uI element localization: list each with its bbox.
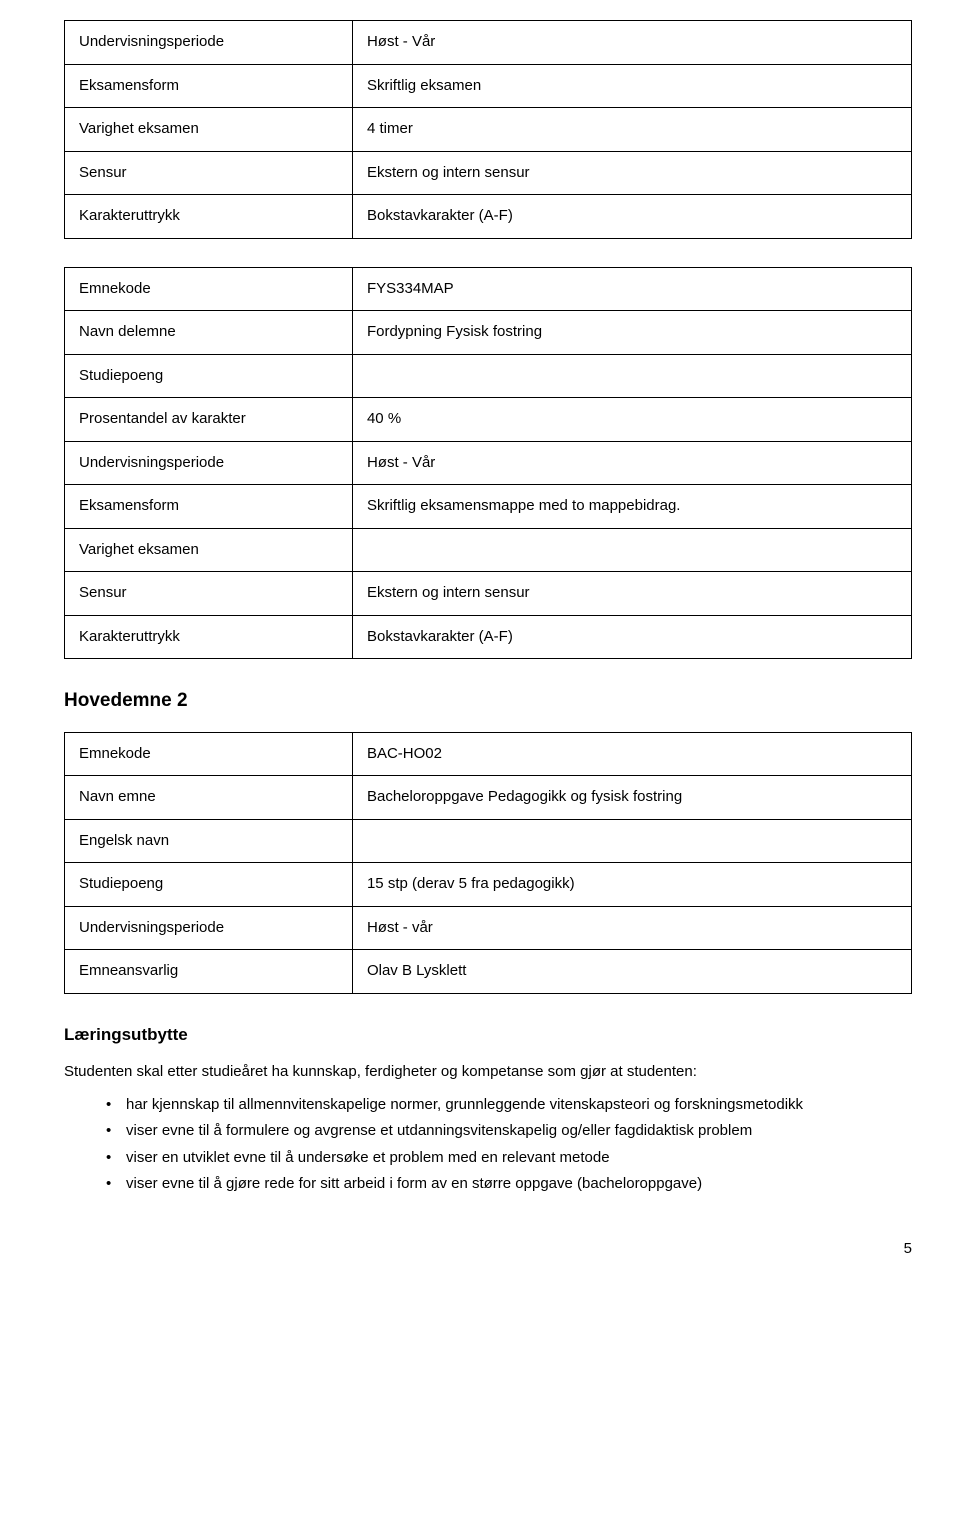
learning-outcomes-heading: Læringsutbytte — [64, 1022, 912, 1048]
table-cell-label: Studiepoeng — [65, 354, 353, 398]
learning-outcomes-intro: Studenten skal etter studieåret ha kunns… — [64, 1061, 912, 1084]
table-cell-label: Emnekode — [65, 732, 353, 776]
table-row: Navn emne Bacheloroppgave Pedagogikk og … — [65, 776, 912, 820]
table-row: Undervisningsperiode Høst - Vår — [65, 441, 912, 485]
learning-outcomes-list: har kjennskap til allmennvitenskapelige … — [64, 1094, 912, 1196]
list-item: viser evne til å formulere og avgrense e… — [106, 1120, 912, 1143]
page-number: 5 — [64, 1238, 912, 1261]
table-cell-label: Undervisningsperiode — [65, 441, 353, 485]
list-item: viser en utviklet evne til å undersøke e… — [106, 1147, 912, 1170]
table-cell-value: Olav B Lysklett — [352, 950, 911, 994]
table-cell-value: 4 timer — [352, 108, 911, 152]
list-item: viser evne til å gjøre rede for sitt arb… — [106, 1173, 912, 1196]
table-row: Emnekode FYS334MAP — [65, 267, 912, 311]
table-row: Emneansvarlig Olav B Lysklett — [65, 950, 912, 994]
table-row: Engelsk navn — [65, 819, 912, 863]
table-cell-label: Eksamensform — [65, 64, 353, 108]
table-cell-label: Studiepoeng — [65, 863, 353, 907]
table-cell-value: Skriftlig eksamen — [352, 64, 911, 108]
table-row: Navn delemne Fordypning Fysisk fostring — [65, 311, 912, 355]
course-details-table-3: Emnekode BAC-HO02 Navn emne Bacheloroppg… — [64, 732, 912, 994]
table-row: Karakteruttrykk Bokstavkarakter (A-F) — [65, 615, 912, 659]
table-cell-label: Undervisningsperiode — [65, 906, 353, 950]
table-cell-value: Ekstern og intern sensur — [352, 151, 911, 195]
table-cell-label: Emnekode — [65, 267, 353, 311]
table-cell-label: Karakteruttrykk — [65, 195, 353, 239]
table-cell-value: 40 % — [352, 398, 911, 442]
table-cell-value: Ekstern og intern sensur — [352, 572, 911, 616]
table-row: Sensur Ekstern og intern sensur — [65, 151, 912, 195]
table-cell-value: Fordypning Fysisk fostring — [352, 311, 911, 355]
main-topic-heading: Hovedemne 2 — [64, 687, 912, 716]
table-cell-value: BAC-HO02 — [352, 732, 911, 776]
table-cell-value: Bokstavkarakter (A-F) — [352, 615, 911, 659]
table-cell-label: Sensur — [65, 151, 353, 195]
table-cell-label: Eksamensform — [65, 485, 353, 529]
table-cell-label: Sensur — [65, 572, 353, 616]
table-row: Studiepoeng 15 stp (derav 5 fra pedagogi… — [65, 863, 912, 907]
table-cell-label: Undervisningsperiode — [65, 21, 353, 65]
table-cell-value: Bacheloroppgave Pedagogikk og fysisk fos… — [352, 776, 911, 820]
table-row: Studiepoeng — [65, 354, 912, 398]
course-details-table-2: Emnekode FYS334MAP Navn delemne Fordypni… — [64, 267, 912, 660]
table-cell-value: Bokstavkarakter (A-F) — [352, 195, 911, 239]
table-row: Eksamensform Skriftlig eksamen — [65, 64, 912, 108]
table-cell-value — [352, 528, 911, 572]
table-cell-value — [352, 354, 911, 398]
table-cell-value: 15 stp (derav 5 fra pedagogikk) — [352, 863, 911, 907]
table-cell-label: Emneansvarlig — [65, 950, 353, 994]
table-cell-label: Karakteruttrykk — [65, 615, 353, 659]
table-cell-value: Høst - Vår — [352, 21, 911, 65]
table-row: Undervisningsperiode Høst - Vår — [65, 21, 912, 65]
table-row: Varighet eksamen 4 timer — [65, 108, 912, 152]
table-row: Sensur Ekstern og intern sensur — [65, 572, 912, 616]
table-cell-label: Navn delemne — [65, 311, 353, 355]
table-row: Varighet eksamen — [65, 528, 912, 572]
table-cell-value: Skriftlig eksamensmappe med to mappebidr… — [352, 485, 911, 529]
table-cell-label: Varighet eksamen — [65, 108, 353, 152]
table-cell-label: Navn emne — [65, 776, 353, 820]
table-cell-label: Prosentandel av karakter — [65, 398, 353, 442]
course-details-table-1: Undervisningsperiode Høst - Vår Eksamens… — [64, 20, 912, 239]
table-row: Eksamensform Skriftlig eksamensmappe med… — [65, 485, 912, 529]
table-cell-value: Høst - vår — [352, 906, 911, 950]
table-cell-label: Engelsk navn — [65, 819, 353, 863]
table-row: Undervisningsperiode Høst - vår — [65, 906, 912, 950]
table-row: Emnekode BAC-HO02 — [65, 732, 912, 776]
table-cell-value: FYS334MAP — [352, 267, 911, 311]
list-item: har kjennskap til allmennvitenskapelige … — [106, 1094, 912, 1117]
table-row: Prosentandel av karakter 40 % — [65, 398, 912, 442]
table-cell-value — [352, 819, 911, 863]
table-cell-label: Varighet eksamen — [65, 528, 353, 572]
table-row: Karakteruttrykk Bokstavkarakter (A-F) — [65, 195, 912, 239]
table-cell-value: Høst - Vår — [352, 441, 911, 485]
